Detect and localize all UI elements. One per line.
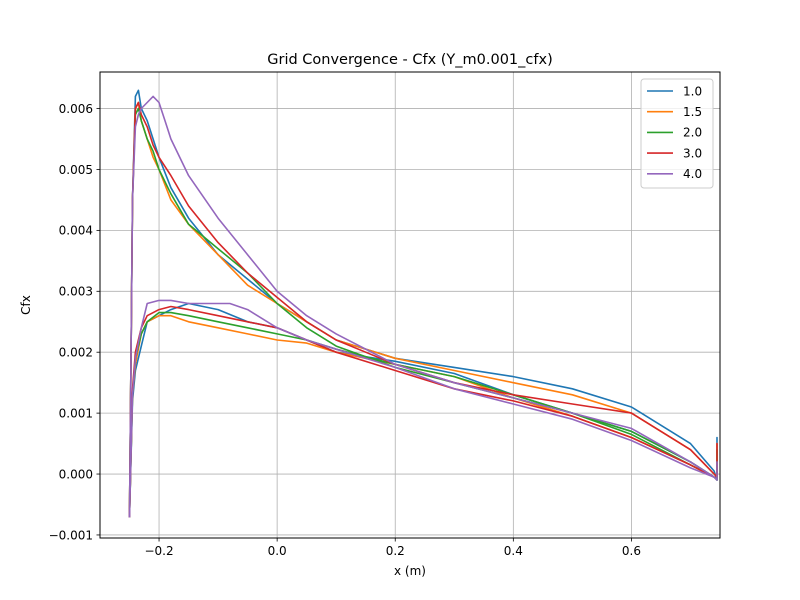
- x-tick-label: 0.2: [386, 544, 405, 558]
- legend: 1.0 1.5 2.0 3.0 4.0: [640, 78, 714, 189]
- series-group: [128, 89, 718, 518]
- plot-frame: [99, 71, 721, 539]
- y-tick-label: −0.001: [49, 528, 93, 542]
- y-tick-label: 0.006: [59, 102, 93, 116]
- y-tick-label: 0.000: [59, 467, 93, 481]
- plot-area: [100, 72, 720, 538]
- series-line-upper: [128, 89, 718, 518]
- y-axis: −0.001 0.000 0.001 0.002 0.003 0.004 0.005 0.00…: [49, 102, 100, 542]
- series-line-upper: [128, 101, 718, 518]
- x-tick-label: −0.2: [144, 544, 173, 558]
- series-4-0: [128, 95, 718, 518]
- x-tick-label: 0.0: [268, 544, 287, 558]
- y-tick-label: 0.001: [59, 406, 93, 420]
- y-tick-label: 0.004: [59, 224, 93, 238]
- series-line-upper: [128, 95, 718, 518]
- x-axis-label: x (m): [394, 564, 426, 578]
- series-line-upper: [128, 107, 718, 518]
- legend-label: 1.5: [683, 105, 702, 119]
- legend-label: 3.0: [683, 146, 702, 160]
- x-axis: −0.2 0.0 0.2 0.4 0.6: [144, 538, 641, 558]
- y-tick-label: 0.002: [59, 346, 93, 360]
- legend-label: 2.0: [683, 126, 702, 140]
- x-tick-label: 0.6: [622, 544, 641, 558]
- chart-title: Grid Convergence - Cfx (Y_m0.001_cfx): [267, 52, 552, 68]
- y-tick-label: 0.005: [59, 163, 93, 177]
- x-tick-label: 0.4: [504, 544, 523, 558]
- y-axis-label: Cfx: [19, 295, 33, 315]
- y-tick-label: 0.003: [59, 285, 93, 299]
- legend-label: 4.0: [683, 167, 702, 181]
- series-line-lower: [128, 299, 715, 518]
- legend-label: 1.0: [683, 84, 702, 98]
- grid: [100, 72, 720, 538]
- legend-box: [640, 78, 714, 189]
